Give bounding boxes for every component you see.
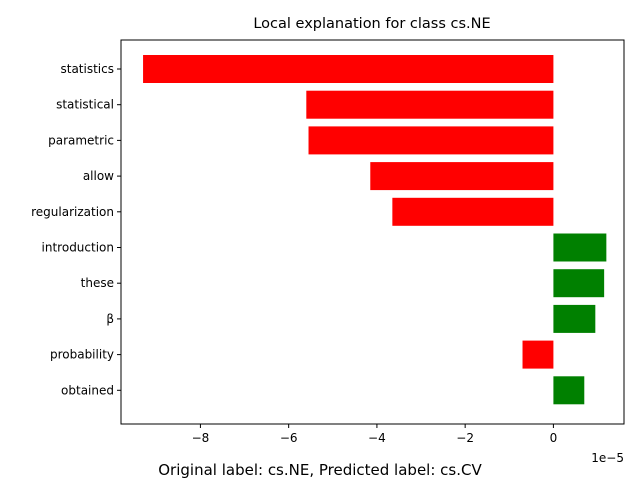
chart-title: Local explanation for class cs.NE: [253, 16, 490, 32]
bar-6: [553, 269, 605, 298]
bar-9: [553, 376, 585, 405]
bar-5: [553, 233, 607, 262]
bar-1: [306, 90, 554, 119]
bar-8: [522, 340, 554, 369]
prediction-caption: Original label: cs.NE, Predicted label: …: [158, 461, 482, 479]
x-tick-label-4: 0: [550, 431, 558, 445]
bars-group: [143, 55, 607, 405]
x-axis-offset-label: 1e−5: [591, 451, 624, 465]
x-tick-label-3: −2: [456, 431, 474, 445]
y-tick-label-2: parametric: [48, 133, 114, 147]
y-tick-label-5: introduction: [42, 241, 114, 255]
x-tick-label-1: −6: [280, 431, 298, 445]
bar-2: [308, 126, 554, 155]
bar-3: [370, 162, 554, 191]
x-axis: −8 −6 −4 −2 0: [192, 424, 558, 445]
y-tick-label-1: statistical: [56, 98, 114, 112]
y-tick-label-7: β: [106, 312, 114, 326]
plot-frame: [120, 39, 625, 425]
y-tick-label-8: probability: [50, 348, 114, 362]
x-tick-label-2: −4: [368, 431, 386, 445]
y-tick-label-4: regularization: [31, 205, 114, 219]
bar-7: [553, 304, 596, 333]
y-axis: statistics statistical parametric allow regu…: [31, 62, 121, 397]
bar-4: [392, 197, 554, 226]
y-tick-label-9: obtained: [61, 383, 114, 397]
y-tick-label-3: allow: [83, 169, 114, 183]
y-tick-label-0: statistics: [61, 62, 115, 76]
x-tick-label-0: −8: [192, 431, 210, 445]
y-tick-label-6: these: [81, 276, 114, 290]
bar-0: [143, 55, 554, 83]
